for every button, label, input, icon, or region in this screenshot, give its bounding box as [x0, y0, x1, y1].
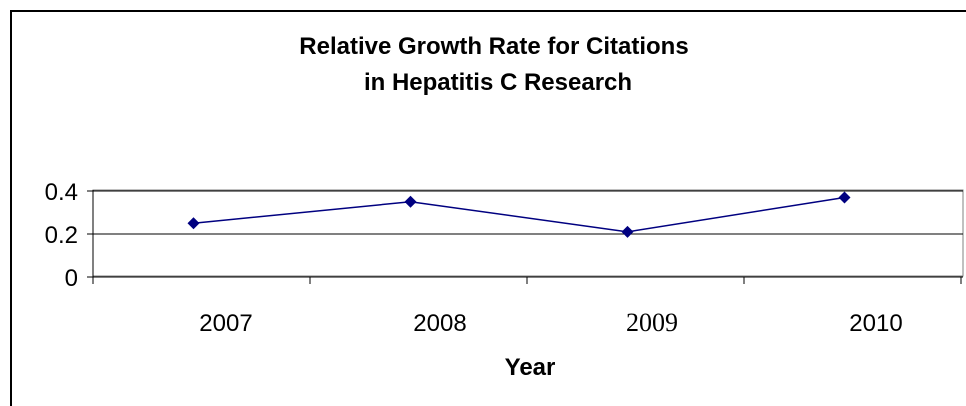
- chart-frame: [10, 10, 966, 406]
- x-tick-label-2008: 2008: [413, 310, 466, 337]
- x-tick-label-2010: 2010: [849, 310, 902, 337]
- plot-area-border: [92, 189, 964, 277]
- chart-title-line-2: in Hepatitis C Research: [364, 69, 632, 96]
- x-axis-title: Year: [505, 354, 556, 381]
- chart-title-line-1: Relative Growth Rate for Citations: [299, 33, 688, 60]
- y-tick-label-0.4: 0.4: [45, 179, 78, 206]
- y-tick-label-0.2: 0.2: [45, 222, 78, 249]
- series-layer: [187, 191, 851, 238]
- x-tick-label-2009: 2009: [626, 308, 678, 337]
- data-point-2009: [621, 225, 634, 238]
- y-tick-label-0: 0: [65, 265, 78, 292]
- data-point-2010: [838, 191, 851, 204]
- plot-area: [87, 189, 964, 284]
- x-tick-label-2007: 2007: [199, 310, 252, 337]
- series-line-0: [193, 196, 845, 233]
- data-point-2007: [187, 217, 200, 230]
- data-point-2008: [404, 195, 417, 208]
